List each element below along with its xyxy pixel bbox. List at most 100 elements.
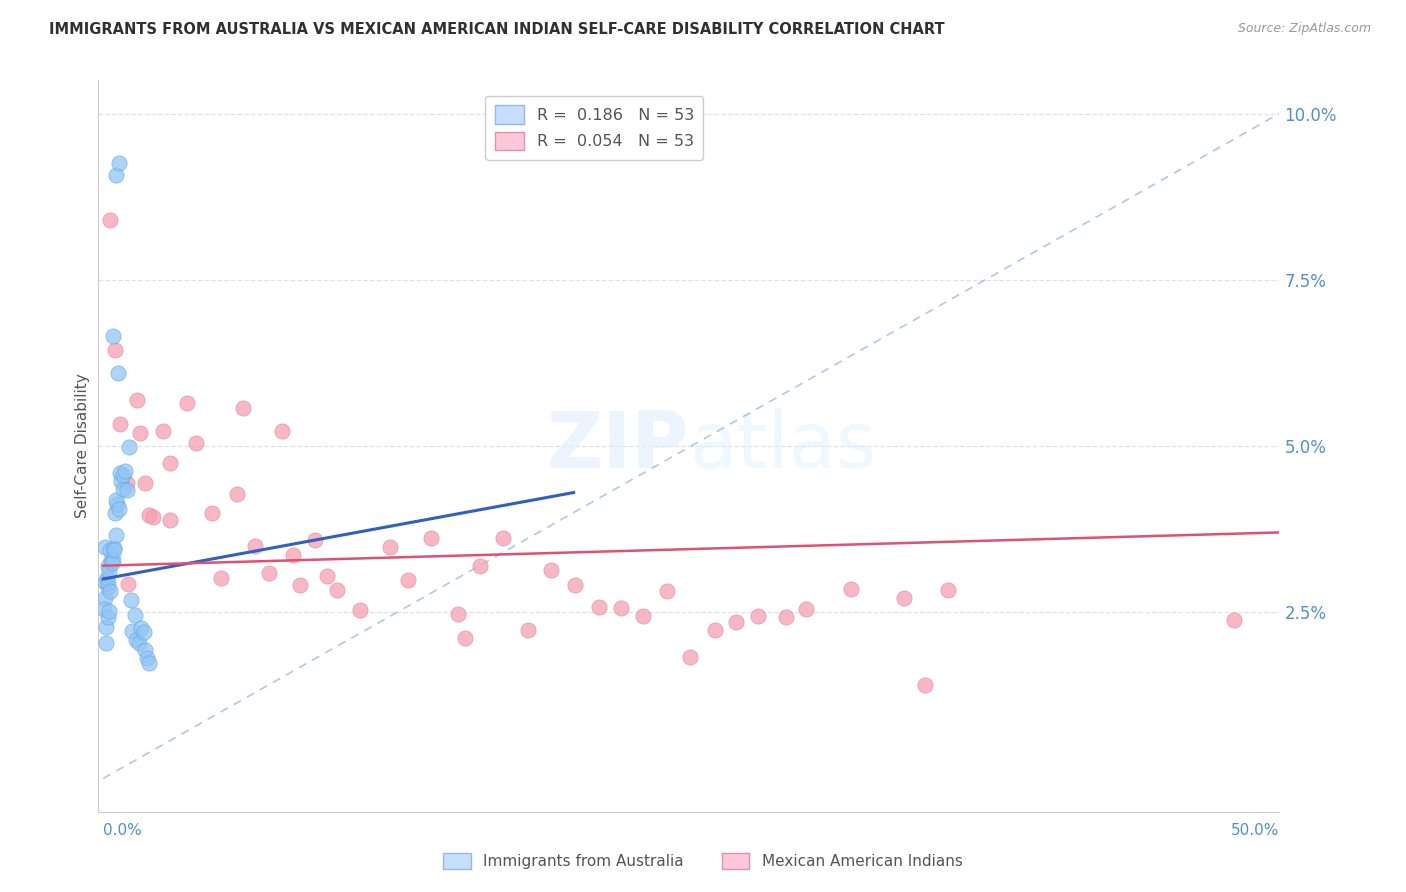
Point — [938, 582, 960, 597]
Point — [679, 649, 702, 664]
Point — [914, 677, 936, 691]
Point — [101, 556, 124, 570]
Point — [117, 577, 139, 591]
Point — [304, 533, 326, 547]
Point — [134, 643, 156, 657]
Point — [225, 486, 247, 500]
Point — [1222, 613, 1244, 627]
Point — [128, 636, 150, 650]
Point — [107, 366, 129, 380]
Point — [232, 401, 254, 415]
Point — [125, 633, 148, 648]
Text: IMMIGRANTS FROM AUSTRALIA VS MEXICAN AMERICAN INDIAN SELF-CARE DISABILITY CORREL: IMMIGRANTS FROM AUSTRALIA VS MEXICAN AME… — [49, 22, 945, 37]
Point — [201, 506, 224, 520]
Point — [124, 607, 146, 622]
Point — [110, 466, 132, 480]
Point — [655, 583, 678, 598]
Point — [97, 610, 120, 624]
Point — [492, 531, 515, 545]
Point — [108, 501, 131, 516]
Point — [176, 395, 198, 409]
Point — [103, 542, 125, 557]
Point — [588, 600, 610, 615]
Point — [271, 424, 294, 438]
Point — [117, 441, 139, 455]
Point — [104, 506, 127, 520]
Point — [290, 577, 312, 591]
Point — [775, 610, 797, 624]
Point — [98, 213, 121, 227]
Point — [794, 601, 817, 615]
Point — [564, 578, 586, 592]
Point — [103, 541, 125, 556]
Text: atlas: atlas — [689, 408, 876, 484]
Point — [841, 582, 863, 596]
Point — [454, 631, 477, 645]
Point — [517, 623, 540, 637]
Point — [96, 571, 118, 585]
Point — [105, 168, 128, 182]
Point — [159, 456, 181, 470]
Legend: Immigrants from Australia, Mexican American Indians: Immigrants from Australia, Mexican Ameri… — [437, 847, 969, 875]
Point — [134, 476, 156, 491]
Point — [110, 417, 132, 431]
Point — [142, 509, 165, 524]
Point — [97, 558, 120, 573]
Point — [610, 601, 633, 615]
Point — [94, 591, 117, 605]
Point — [378, 540, 401, 554]
Point — [112, 468, 135, 483]
Point — [114, 464, 136, 478]
Point — [115, 483, 138, 497]
Point — [747, 608, 769, 623]
Point — [105, 528, 128, 542]
Point — [631, 609, 654, 624]
Point — [94, 636, 117, 650]
Point — [98, 542, 121, 557]
Point — [209, 571, 232, 585]
Point — [108, 156, 131, 170]
Point — [540, 563, 562, 577]
Point — [724, 615, 747, 630]
Point — [349, 602, 371, 616]
Y-axis label: Self-Care Disability: Self-Care Disability — [75, 374, 90, 518]
Point — [281, 548, 304, 562]
Point — [159, 513, 181, 527]
Text: 0.0%: 0.0% — [103, 822, 142, 838]
Text: 50.0%: 50.0% — [1232, 822, 1279, 838]
Point — [125, 392, 148, 407]
Point — [110, 475, 132, 489]
Legend: R =  0.186   N = 53, R =  0.054   N = 53: R = 0.186 N = 53, R = 0.054 N = 53 — [485, 95, 703, 160]
Point — [132, 624, 155, 639]
Point — [96, 620, 118, 634]
Point — [111, 483, 134, 497]
Point — [396, 573, 419, 587]
Point — [94, 540, 117, 554]
Point — [94, 575, 117, 590]
Point — [468, 559, 491, 574]
Point — [138, 508, 160, 522]
Point — [893, 591, 915, 605]
Point — [93, 602, 115, 616]
Point — [419, 531, 441, 545]
Point — [257, 566, 280, 580]
Point — [97, 580, 120, 594]
Point — [315, 569, 337, 583]
Text: Source: ZipAtlas.com: Source: ZipAtlas.com — [1237, 22, 1371, 36]
Point — [704, 624, 727, 638]
Point — [104, 493, 127, 508]
Point — [98, 604, 121, 618]
Point — [135, 651, 157, 665]
Point — [129, 621, 152, 635]
Point — [100, 553, 122, 567]
Point — [101, 329, 124, 343]
Point — [120, 593, 142, 607]
Point — [98, 564, 121, 578]
Point — [105, 497, 128, 511]
Point — [100, 583, 122, 598]
Text: ZIP: ZIP — [547, 408, 689, 484]
Point — [184, 436, 207, 450]
Point — [121, 624, 143, 639]
Point — [104, 343, 127, 357]
Point — [326, 582, 349, 597]
